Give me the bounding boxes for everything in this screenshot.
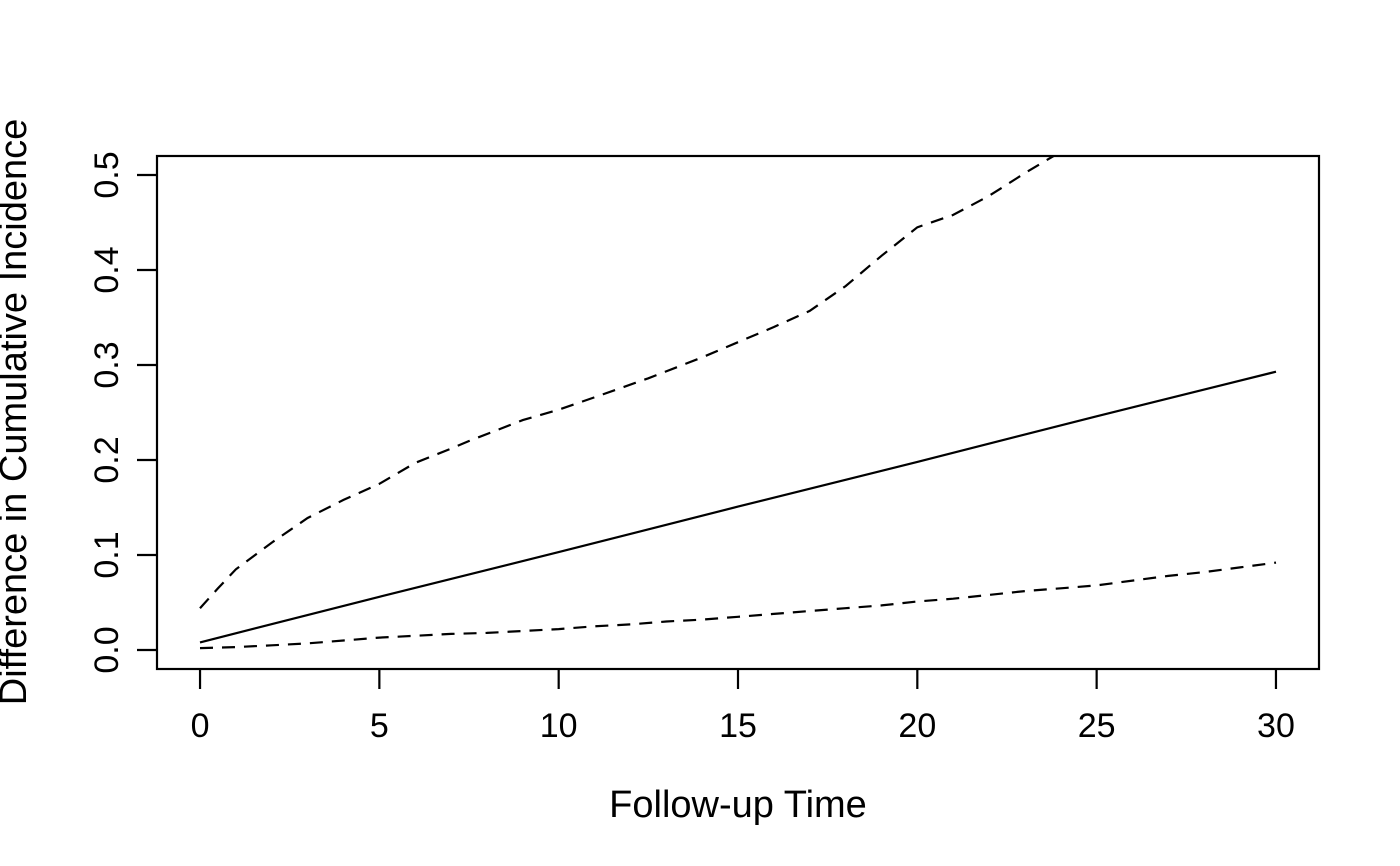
x-tick-label: 25 xyxy=(1078,707,1116,745)
x-tick-label: 20 xyxy=(898,707,936,745)
x-tick-label: 10 xyxy=(540,707,578,745)
y-tick-label: 0.4 xyxy=(88,246,126,293)
x-tick-label: 5 xyxy=(370,707,389,745)
series-line-upper-confidence-limit xyxy=(199,155,1055,609)
x-axis-title: Follow-up Time xyxy=(609,784,867,826)
y-axis-title: Difference in Cumulative Incidence xyxy=(0,118,35,706)
series-line-estimate xyxy=(199,370,1277,644)
plot-box xyxy=(155,154,1321,671)
y-tick-label: 0.1 xyxy=(88,531,126,578)
series-line-lower-confidence-limit xyxy=(199,561,1277,650)
x-tick-label: 30 xyxy=(1257,707,1295,745)
y-tick-label: 0.5 xyxy=(88,151,126,198)
x-tick-label: 0 xyxy=(191,707,210,745)
y-tick-label: 0.2 xyxy=(88,436,126,483)
y-tick-label: 0.3 xyxy=(88,341,126,388)
y-tick-label: 0.0 xyxy=(88,626,126,673)
x-tick-label: 15 xyxy=(719,707,757,745)
